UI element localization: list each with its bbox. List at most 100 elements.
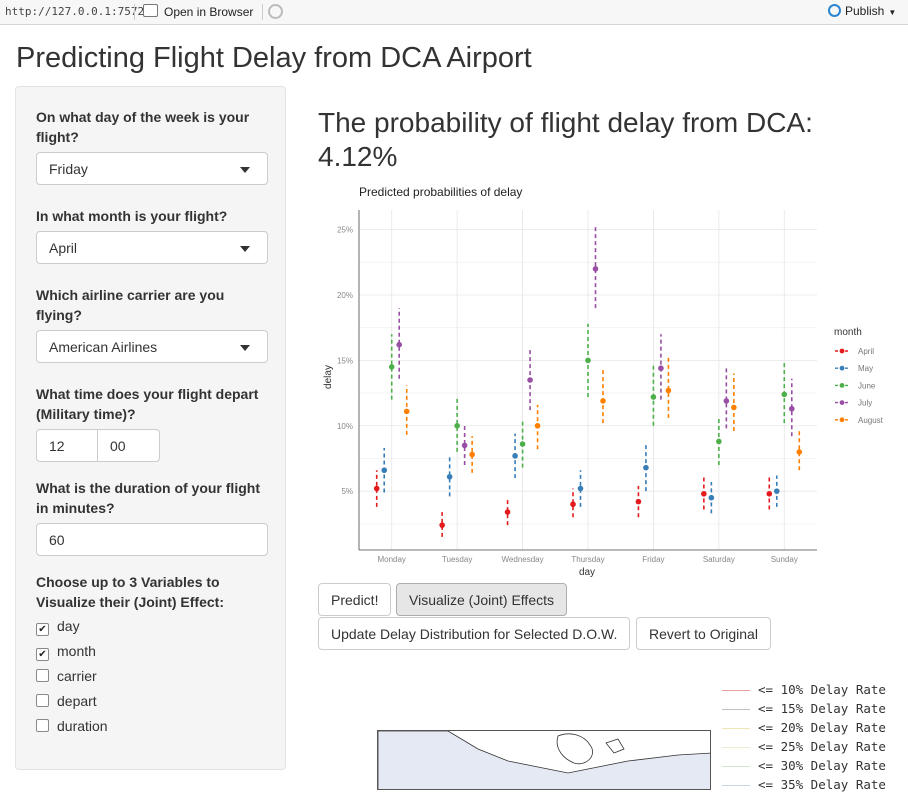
data-point: [600, 398, 606, 404]
legend-swatch: [722, 747, 750, 748]
data-point: [781, 391, 788, 398]
data-point: [585, 357, 591, 364]
checkbox-box[interactable]: ✔: [36, 648, 49, 661]
checkbox-label: month: [57, 643, 96, 659]
page-title: Predicting Flight Delay from DCA Airport: [16, 42, 532, 74]
depart-minute-input[interactable]: 00: [97, 429, 160, 462]
data-point: [766, 490, 773, 497]
rate-legend-label: <= 30% Delay Rate: [758, 758, 886, 773]
caret-down-icon: [240, 246, 250, 252]
month-select[interactable]: April: [36, 231, 268, 264]
dow-selected-value: Friday: [49, 161, 88, 177]
x-tick-label: Saturday: [703, 555, 735, 564]
data-point: [635, 498, 642, 505]
legend-swatch: [722, 785, 750, 786]
landmass-shape: [378, 731, 710, 789]
legend-label: May: [858, 364, 873, 373]
legend-swatch: [722, 690, 750, 691]
delay-map[interactable]: [377, 730, 711, 790]
y-tick-label: 15%: [337, 356, 353, 365]
checkbox-box[interactable]: [36, 719, 49, 732]
month-selected-value: April: [49, 240, 78, 256]
x-tick-label: Thursday: [571, 555, 604, 564]
depart-label: What time does your flight depart (Milit…: [36, 386, 259, 422]
legend-label: August: [858, 416, 884, 425]
toolbar-divider: [134, 4, 135, 20]
data-point: [403, 408, 410, 415]
data-point: [512, 453, 518, 459]
rate-legend-row: <= 20% Delay Rate: [722, 718, 886, 737]
data-point: [716, 438, 722, 445]
checkbox-label: carrier: [57, 668, 97, 684]
checkbox-box[interactable]: [36, 669, 49, 682]
checkbox-carrier[interactable]: carrier: [36, 667, 97, 685]
x-tick-label: Tuesday: [442, 555, 472, 564]
predict-button[interactable]: Predict!: [318, 583, 392, 616]
data-point: [504, 509, 511, 515]
dow-select[interactable]: Friday: [36, 152, 268, 185]
data-point: [773, 488, 780, 494]
publish-label: Publish: [845, 4, 885, 18]
probability-headline: The probability of flight delay from DCA…: [318, 107, 813, 172]
checkbox-box[interactable]: ✔: [36, 623, 49, 636]
data-point: [577, 485, 584, 492]
data-point: [534, 422, 541, 429]
legend-swatch: [722, 709, 750, 710]
checkbox-month[interactable]: ✔ month: [36, 642, 96, 661]
data-point: [788, 405, 795, 412]
toolbar-divider: [262, 4, 263, 20]
data-point: [731, 404, 737, 411]
url-text: http://127.0.0.1:7572: [5, 5, 145, 18]
visualize-effects-button[interactable]: Visualize (Joint) Effects: [396, 583, 567, 616]
legend-label: July: [858, 399, 872, 408]
vars-label: Choose up to 3 Variables to Visualize th…: [36, 574, 224, 610]
duration-input[interactable]: 60: [36, 523, 268, 556]
data-point: [658, 365, 664, 372]
data-point: [396, 341, 403, 348]
x-tick-label: Wednesday: [502, 555, 544, 564]
legend-key-point: [839, 400, 845, 405]
caret-down-icon: [240, 167, 250, 173]
data-point: [454, 422, 460, 429]
open-in-browser-button[interactable]: Open in Browser: [143, 4, 253, 19]
update-distribution-button[interactable]: Update Delay Distribution for Selected D…: [318, 617, 631, 650]
legend-key-point: [839, 348, 845, 354]
legend-swatch: [722, 728, 750, 729]
y-tick-label: 10%: [337, 422, 353, 431]
rate-legend-row: <= 25% Delay Rate: [722, 737, 886, 756]
carrier-select[interactable]: American Airlines: [36, 330, 268, 363]
delay-probability-chart: Predicted probabilities of delay 5% 10% 15…: [323, 185, 884, 578]
sidebar-panel: On what day of the week is your flight? …: [15, 86, 286, 770]
legend-label: April: [858, 347, 874, 356]
y-tick-label: 25%: [337, 226, 353, 235]
data-point: [723, 398, 730, 404]
legend-swatch: [722, 766, 750, 767]
publish-button[interactable]: Publish ▼: [828, 4, 896, 18]
data-point: [701, 490, 707, 497]
depart-hour-input[interactable]: 12: [36, 429, 98, 462]
rate-legend-label: <= 25% Delay Rate: [758, 739, 886, 754]
dow-label: On what day of the week is your flight?: [36, 109, 250, 145]
refresh-icon[interactable]: [268, 4, 283, 19]
checkbox-depart[interactable]: depart: [36, 692, 97, 710]
x-tick-label: Sunday: [771, 555, 798, 564]
data-point: [446, 473, 453, 480]
x-tick-label: Friday: [642, 555, 664, 564]
data-point: [439, 522, 445, 528]
checkbox-duration[interactable]: duration: [36, 717, 108, 735]
data-point: [519, 441, 526, 447]
checkbox-label: depart: [57, 693, 97, 709]
delay-rate-legend: <= 10% Delay Rate <= 15% Delay Rate <= 20%…: [722, 680, 886, 794]
checkbox-day[interactable]: ✔ day: [36, 617, 80, 636]
y-tick-label: 5%: [341, 487, 353, 496]
legend-label: June: [858, 381, 876, 390]
revert-button[interactable]: Revert to Original: [636, 617, 771, 650]
data-point: [461, 442, 468, 449]
legend-key-point: [839, 365, 845, 371]
checkbox-box[interactable]: [36, 694, 49, 707]
month-label: In what month is your flight?: [36, 208, 228, 224]
caret-down-icon: [240, 345, 250, 351]
checkbox-label: duration: [57, 718, 108, 734]
window-icon: [143, 4, 158, 17]
checkbox-label: day: [57, 618, 80, 634]
